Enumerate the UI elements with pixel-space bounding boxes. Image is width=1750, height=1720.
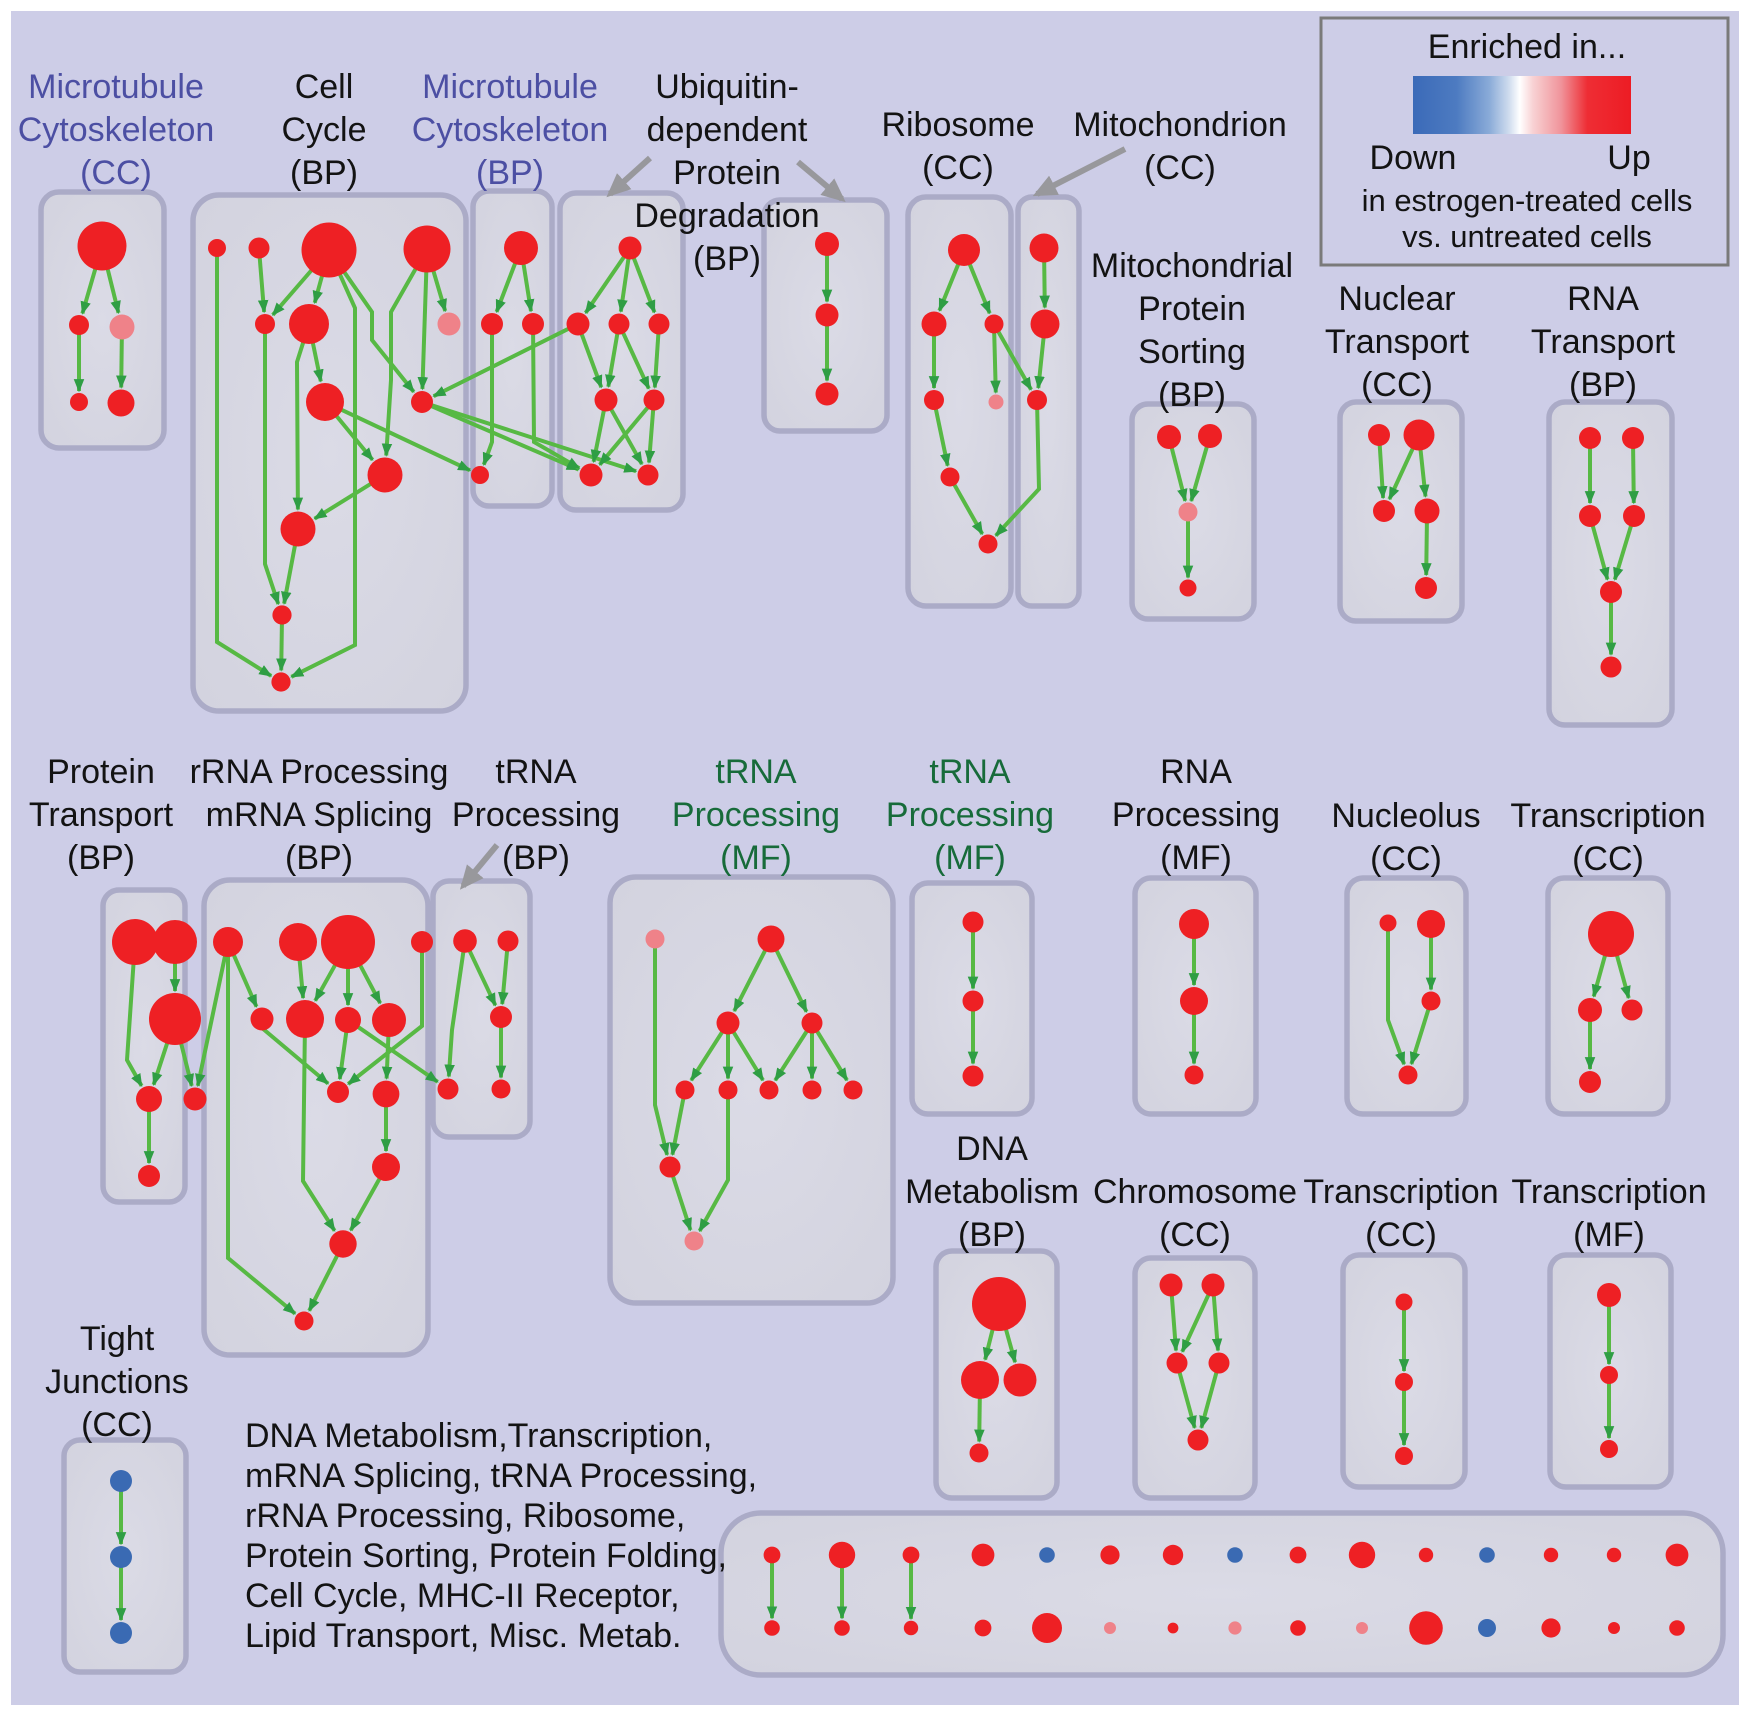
svg-text:(CC): (CC)	[922, 149, 994, 187]
svg-text:Cycle: Cycle	[281, 111, 366, 149]
svg-text:(MF): (MF)	[1160, 839, 1232, 877]
svg-text:Nuclear: Nuclear	[1338, 280, 1455, 318]
svg-text:Processing: Processing	[452, 796, 620, 834]
svg-text:DNA: DNA	[956, 1130, 1028, 1168]
svg-text:Mitochondrion: Mitochondrion	[1073, 106, 1287, 144]
svg-text:(CC): (CC)	[81, 1406, 153, 1444]
svg-text:Processing: Processing	[886, 796, 1054, 834]
svg-text:DNA Metabolism,Transcription,: DNA Metabolism,Transcription,	[245, 1417, 712, 1455]
svg-text:(BP): (BP)	[476, 154, 544, 192]
svg-text:mRNA Splicing, tRNA Processing: mRNA Splicing, tRNA Processing,	[245, 1457, 757, 1495]
svg-text:Chromosome: Chromosome	[1093, 1173, 1297, 1211]
svg-text:(CC): (CC)	[1365, 1216, 1437, 1254]
svg-text:(MF): (MF)	[1573, 1216, 1645, 1254]
svg-text:(BP): (BP)	[1569, 366, 1637, 404]
svg-text:Tight: Tight	[80, 1320, 155, 1358]
svg-text:Transcription: Transcription	[1511, 1173, 1706, 1211]
svg-text:tRNA: tRNA	[929, 753, 1011, 791]
svg-text:Transport: Transport	[1531, 323, 1676, 361]
svg-text:(CC): (CC)	[1572, 840, 1644, 878]
svg-text:Cell Cycle, MHC-II Receptor,: Cell Cycle, MHC-II Receptor,	[245, 1577, 680, 1615]
svg-text:(BP): (BP)	[1158, 376, 1226, 414]
svg-text:(MF): (MF)	[720, 839, 792, 877]
svg-text:Microtubule: Microtubule	[28, 68, 204, 106]
svg-text:(BP): (BP)	[290, 154, 358, 192]
svg-text:Processing: Processing	[672, 796, 840, 834]
svg-text:(BP): (BP)	[958, 1216, 1026, 1254]
svg-text:(CC): (CC)	[1144, 149, 1216, 187]
svg-text:tRNA: tRNA	[715, 753, 797, 791]
svg-text:rRNA Processing, Ribosome,: rRNA Processing, Ribosome,	[245, 1497, 685, 1535]
svg-text:(BP): (BP)	[67, 839, 135, 877]
svg-text:(CC): (CC)	[1370, 840, 1442, 878]
svg-text:Cell: Cell	[295, 68, 354, 106]
svg-text:(CC): (CC)	[1361, 366, 1433, 404]
svg-text:Transport: Transport	[1325, 323, 1470, 361]
svg-text:mRNA Splicing: mRNA Splicing	[206, 796, 433, 834]
svg-text:Sorting: Sorting	[1138, 333, 1246, 371]
svg-text:Transcription: Transcription	[1510, 797, 1705, 835]
svg-text:Ubiquitin-: Ubiquitin-	[655, 68, 799, 106]
svg-text:Lipid Transport, Misc. Metab.: Lipid Transport, Misc. Metab.	[245, 1617, 682, 1655]
svg-text:(MF): (MF)	[934, 839, 1006, 877]
svg-text:in estrogen-treated cells: in estrogen-treated cells	[1362, 183, 1693, 218]
svg-text:Degradation: Degradation	[634, 197, 819, 235]
svg-text:Transcription: Transcription	[1303, 1173, 1498, 1211]
svg-text:Processing: Processing	[1112, 796, 1280, 834]
svg-text:Protein: Protein	[1138, 290, 1246, 328]
svg-text:Transport: Transport	[29, 796, 174, 834]
svg-text:dependent: dependent	[647, 111, 808, 149]
svg-text:(CC): (CC)	[1159, 1216, 1231, 1254]
svg-text:Protein: Protein	[47, 753, 155, 791]
svg-text:Junctions: Junctions	[45, 1363, 189, 1401]
svg-text:tRNA: tRNA	[495, 753, 577, 791]
svg-text:(BP): (BP)	[285, 839, 353, 877]
svg-text:Protein Sorting, Protein Foldi: Protein Sorting, Protein Folding,	[245, 1537, 727, 1575]
svg-text:Cytoskeleton: Cytoskeleton	[18, 111, 215, 149]
svg-text:Nucleolus: Nucleolus	[1331, 797, 1480, 835]
svg-text:Metabolism: Metabolism	[905, 1173, 1079, 1211]
svg-text:RNA: RNA	[1160, 753, 1232, 791]
svg-text:vs. untreated cells: vs. untreated cells	[1402, 219, 1652, 254]
svg-text:(BP): (BP)	[502, 839, 570, 877]
svg-text:Up: Up	[1607, 139, 1650, 177]
svg-text:Protein: Protein	[673, 154, 781, 192]
svg-text:Enriched in...: Enriched in...	[1428, 28, 1626, 66]
svg-text:Microtubule: Microtubule	[422, 68, 598, 106]
svg-text:Cytoskeleton: Cytoskeleton	[412, 111, 609, 149]
svg-text:(CC): (CC)	[80, 154, 152, 192]
svg-text:(BP): (BP)	[693, 240, 761, 278]
svg-text:Down: Down	[1370, 139, 1457, 177]
svg-text:Mitochondrial: Mitochondrial	[1091, 247, 1293, 285]
svg-text:rRNA Processing: rRNA Processing	[190, 753, 449, 791]
svg-text:Ribosome: Ribosome	[881, 106, 1034, 144]
svg-text:RNA: RNA	[1567, 280, 1639, 318]
